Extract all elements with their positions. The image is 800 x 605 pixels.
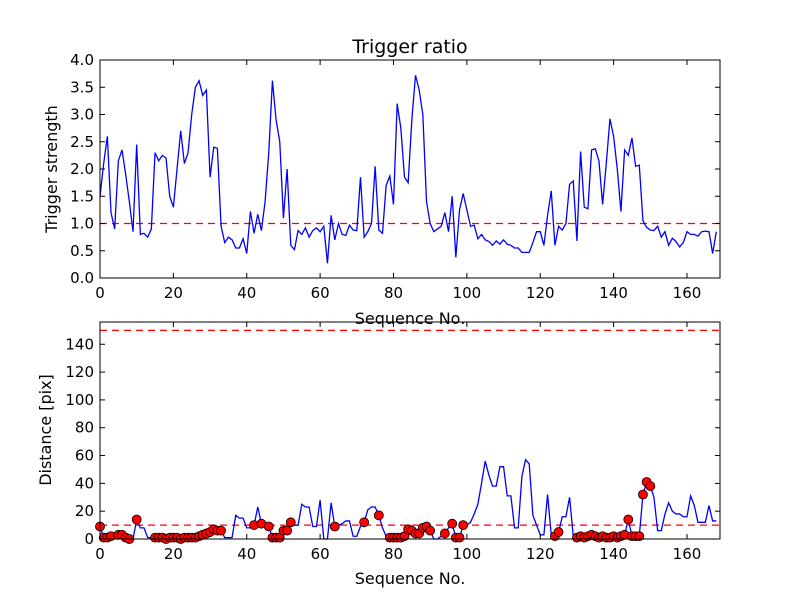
- x-tick-label: 140: [599, 545, 628, 563]
- x-tick-label: 140: [599, 284, 628, 302]
- x-axis-label: Sequence No.: [355, 309, 466, 328]
- flagged-point-marker: [458, 520, 469, 530]
- flagged-point-marker: [359, 517, 370, 528]
- flagged-point-marker: [634, 531, 645, 542]
- flagged-point-marker: [454, 532, 465, 543]
- y-tick-label: 2.0: [70, 160, 94, 178]
- axes-frame: [99, 321, 721, 540]
- x-tick-label: 0: [95, 545, 105, 563]
- distance-axes: Distance [pix] Sequence No. 0 20 40 60 80 100…: [36, 321, 721, 588]
- flagged-point-marker: [447, 518, 458, 529]
- x-tick-label: 0: [95, 284, 105, 302]
- x-tick-label: 160: [673, 284, 702, 302]
- x-tick-label: 20: [164, 545, 183, 563]
- flagged-point-marker: [285, 517, 296, 528]
- y-tick-label: 3.0: [70, 106, 94, 124]
- flagged-point-marker: [425, 525, 436, 536]
- y-axis-label: Distance [pix]: [36, 374, 55, 486]
- x-tick-label: 160: [673, 545, 702, 563]
- y-tick-label: 1.0: [70, 215, 94, 233]
- x-axis-label: Sequence No.: [355, 569, 466, 588]
- flagged-point-marker: [623, 514, 634, 525]
- flagged-point-marker: [553, 527, 564, 537]
- flagged-point-marker: [282, 525, 293, 536]
- flagged-point-marker: [638, 489, 648, 500]
- chart-title: Trigger ratio: [351, 36, 467, 58]
- trigger-ratio-axes: Trigger ratio Trigger strength Sequence …: [42, 36, 721, 328]
- y-tick-label: 0.0: [70, 269, 94, 287]
- x-tick-label: 60: [311, 284, 330, 302]
- y-tick-label: 40: [75, 474, 94, 492]
- x-tick-label: 120: [526, 545, 555, 563]
- flagged-point-marker: [439, 528, 450, 539]
- flagged-point-marker: [329, 521, 340, 532]
- flagged-point-marker: [373, 510, 384, 521]
- axes-frame: [99, 59, 721, 279]
- y-tick-label: 4.0: [70, 51, 94, 69]
- y-tick-label: 120: [65, 363, 94, 381]
- x-tick-label: 80: [384, 284, 403, 302]
- flagged-point-marker: [216, 525, 226, 536]
- x-tick-label: 20: [164, 284, 183, 302]
- y-tick-label: 140: [65, 335, 94, 353]
- y-tick-label: 0: [84, 530, 94, 548]
- y-tick-label: 80: [75, 419, 94, 437]
- x-tick-label: 100: [453, 284, 482, 302]
- y-tick-label: 2.5: [70, 133, 94, 151]
- y-tick-label: 1.5: [70, 187, 94, 205]
- y-axis-label: Trigger strength: [42, 105, 61, 234]
- x-tick-label: 40: [237, 284, 256, 302]
- y-tick-label: 100: [65, 391, 94, 409]
- x-tick-label: 40: [237, 545, 256, 563]
- flagged-point-marker: [645, 481, 656, 492]
- y-tick-label: 60: [75, 447, 94, 465]
- x-tick-label: 80: [384, 545, 403, 563]
- x-tick-label: 100: [453, 545, 482, 563]
- y-tick-label: 3.5: [70, 78, 94, 96]
- flagged-point-marker: [131, 514, 142, 525]
- x-tick-label: 60: [311, 545, 330, 563]
- y-tick-label: 0.5: [70, 242, 94, 260]
- x-tick-label: 120: [526, 284, 555, 302]
- flagged-point-marker: [263, 521, 274, 532]
- series-line-trigger-strength: [99, 75, 717, 264]
- y-tick-label: 20: [75, 502, 94, 520]
